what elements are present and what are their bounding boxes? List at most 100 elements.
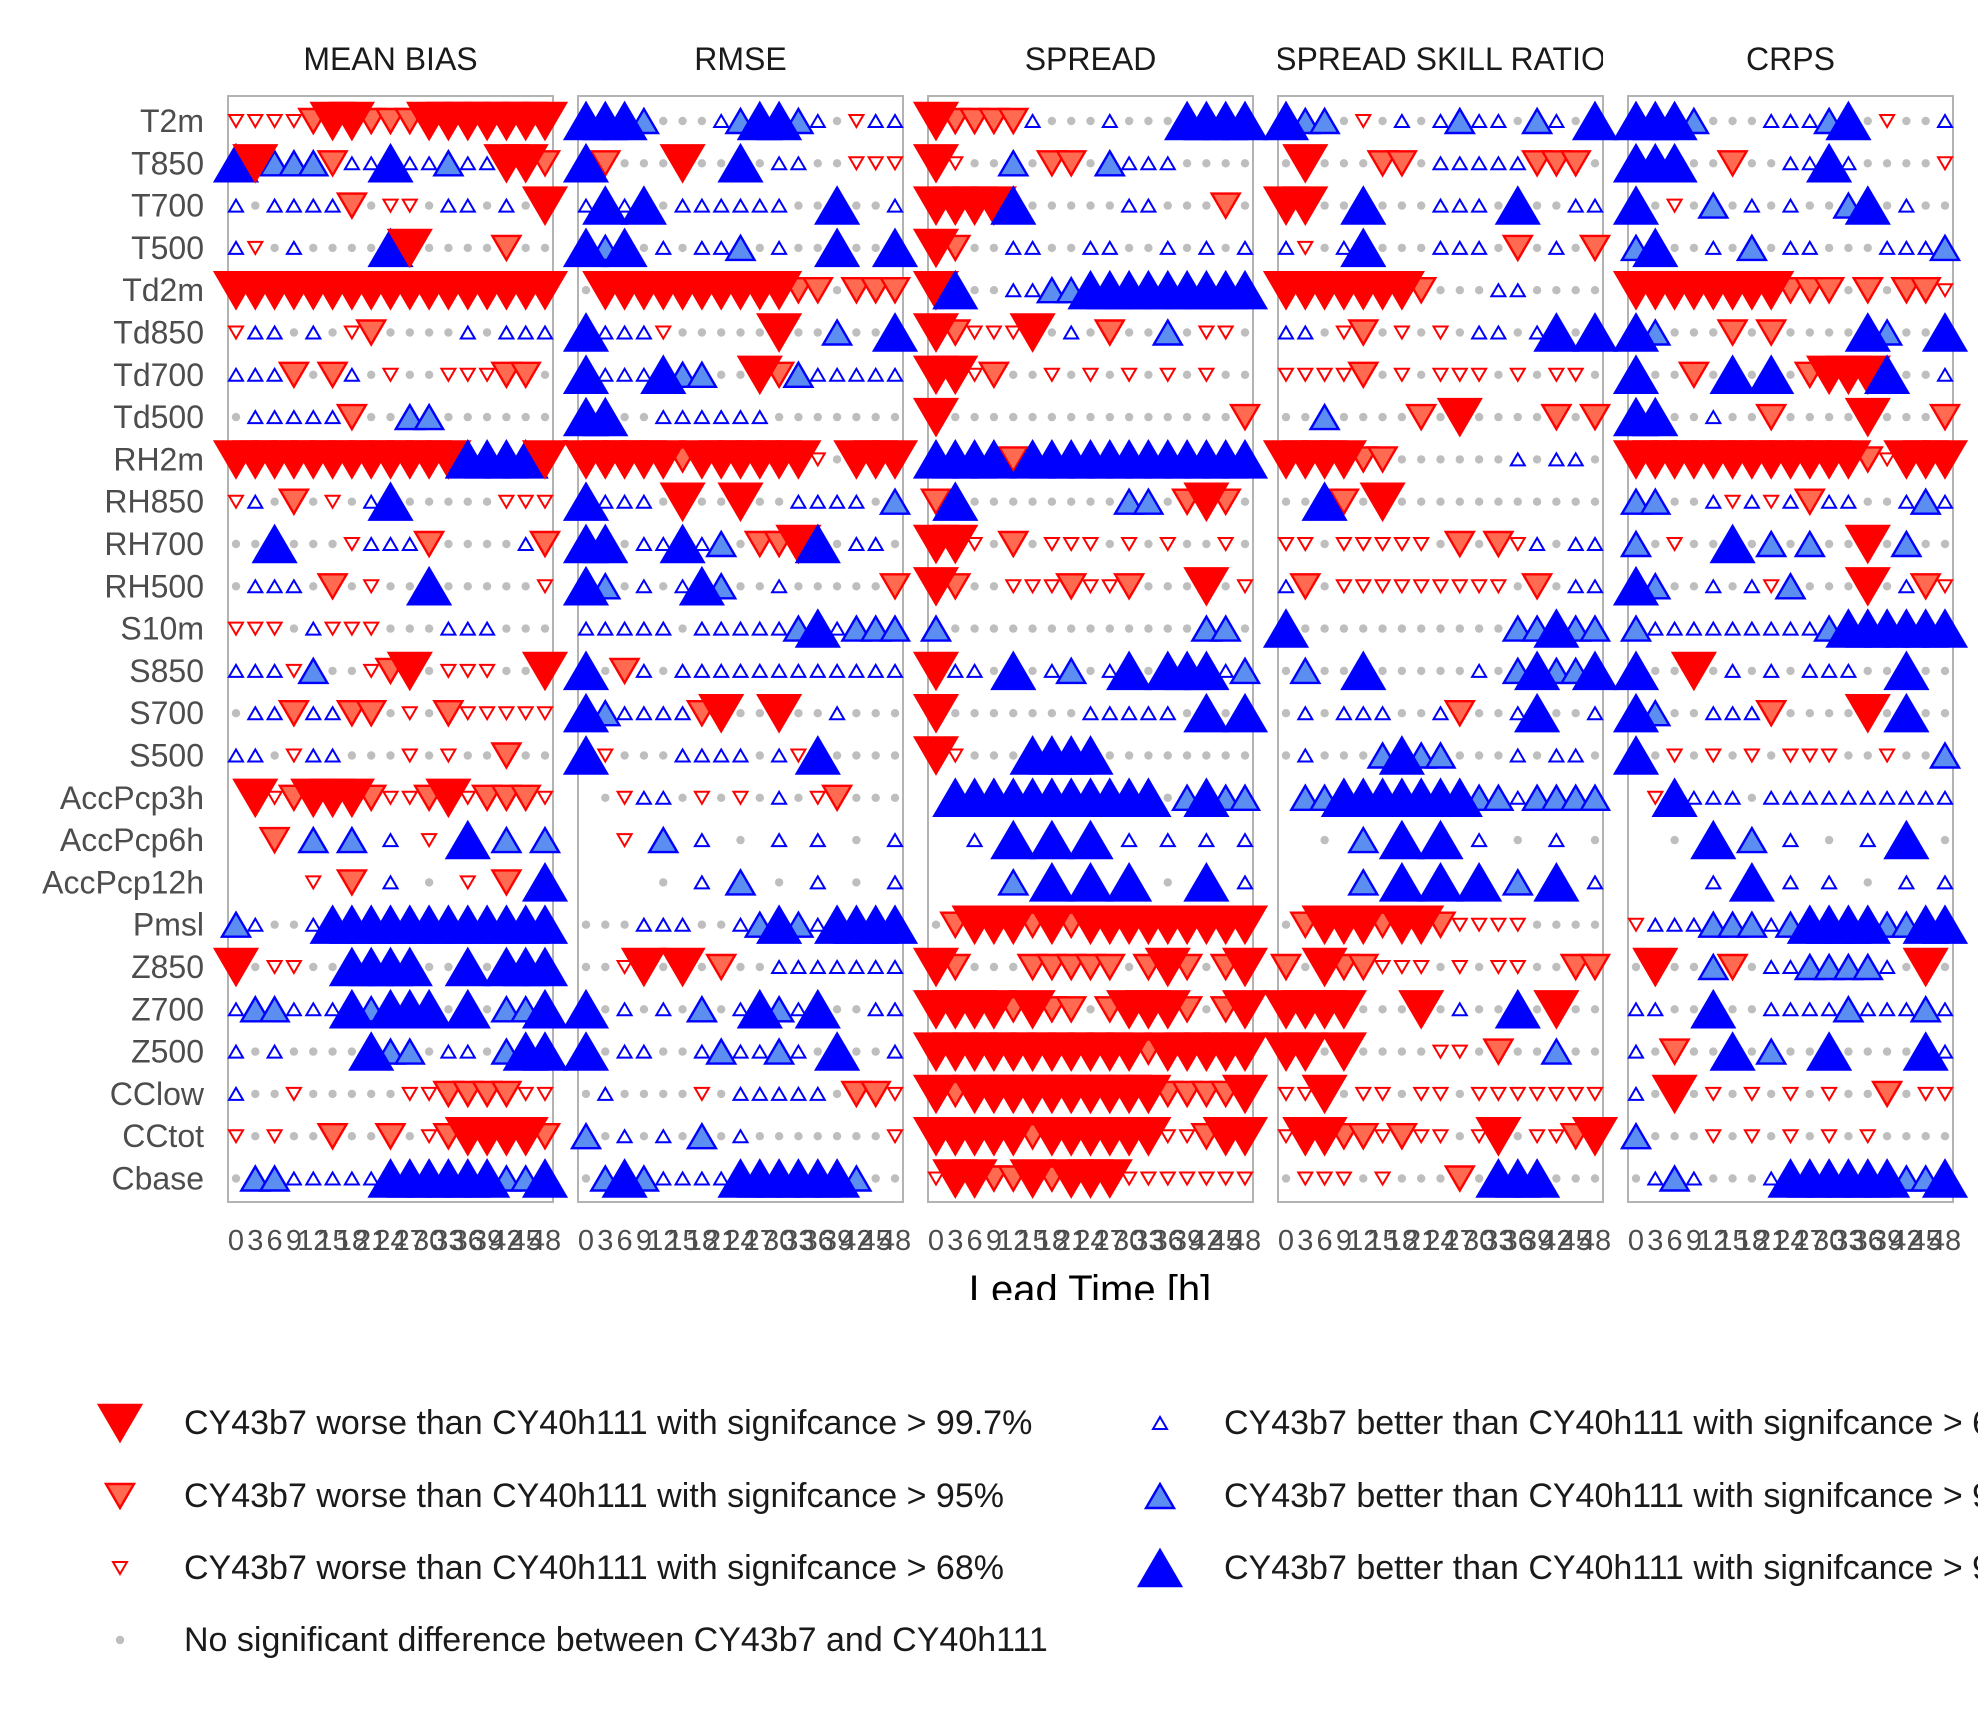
significance-marker — [1004, 325, 1023, 341]
significance-marker — [659, 666, 668, 676]
significance-marker — [736, 370, 745, 379]
significance-marker — [1871, 1080, 1904, 1109]
significance-marker — [424, 201, 434, 210]
significance-marker — [912, 1074, 960, 1115]
significance-marker — [970, 751, 979, 760]
significance-marker — [1728, 116, 1737, 126]
significance-marker — [1397, 1047, 1407, 1056]
significance-marker — [852, 751, 861, 760]
x-tick-label: 9 — [286, 1225, 302, 1257]
x-tick-label: 0 — [228, 1225, 244, 1257]
significance-marker — [1182, 412, 1192, 422]
significance-marker — [1781, 1086, 1800, 1102]
significance-marker — [731, 1001, 750, 1017]
significance-marker — [323, 621, 342, 637]
panel-title: CRPS — [1746, 41, 1835, 77]
significance-marker — [886, 662, 904, 678]
significance-marker — [989, 709, 999, 718]
significance-marker — [775, 440, 822, 480]
significance-marker — [1028, 159, 1037, 168]
significance-marker — [1863, 116, 1872, 126]
significance-marker — [1805, 709, 1815, 718]
significance-marker — [482, 582, 492, 591]
significance-marker — [335, 869, 368, 897]
significance-marker — [1864, 354, 1911, 394]
variable-label: T2m — [140, 103, 204, 139]
significance-marker — [1571, 1047, 1580, 1056]
significance-marker — [1801, 239, 1819, 255]
significance-marker — [581, 286, 591, 295]
significance-marker — [1221, 709, 1230, 718]
significance-marker — [813, 709, 822, 718]
significance-marker — [536, 324, 554, 340]
significance-marker — [1747, 539, 1757, 549]
significance-marker — [1393, 579, 1411, 595]
significance-marker — [1228, 656, 1262, 685]
significance-marker — [386, 946, 433, 987]
x-tick-label: 3 — [947, 1225, 963, 1257]
significance-marker — [1159, 1171, 1177, 1187]
significance-marker — [1878, 1001, 1896, 1017]
significance-marker — [1590, 1047, 1600, 1056]
significance-marker — [521, 201, 530, 210]
significance-marker — [366, 1132, 376, 1141]
significance-marker — [304, 1170, 323, 1186]
significance-marker — [366, 243, 376, 253]
significance-marker — [1571, 116, 1580, 126]
significance-marker — [712, 409, 730, 425]
significance-marker — [997, 446, 1030, 474]
significance-marker — [1221, 100, 1269, 141]
significance-marker — [886, 959, 904, 974]
significance-marker — [1762, 620, 1780, 636]
significance-marker — [1221, 990, 1269, 1030]
significance-marker — [1340, 905, 1387, 946]
significance-marker — [1689, 328, 1699, 337]
significance-marker — [1043, 579, 1061, 595]
significance-marker — [424, 328, 434, 337]
significance-marker — [581, 1174, 591, 1183]
significance-marker — [654, 409, 673, 425]
significance-marker — [1216, 662, 1235, 678]
significance-marker — [1296, 747, 1315, 763]
significance-marker — [1163, 582, 1172, 591]
significance-marker — [1728, 1174, 1737, 1183]
significance-marker — [323, 197, 342, 213]
significance-marker — [1470, 1129, 1488, 1145]
significance-marker — [1921, 312, 1969, 352]
significance-marker — [1844, 751, 1853, 760]
significance-marker — [1902, 159, 1911, 168]
significance-marker — [871, 793, 880, 802]
significance-marker — [608, 657, 641, 686]
significance-marker — [1762, 959, 1780, 974]
significance-marker — [1690, 988, 1737, 1029]
significance-marker — [852, 1047, 861, 1056]
significance-marker — [756, 100, 803, 141]
significance-marker — [755, 582, 765, 591]
significance-marker — [1723, 705, 1742, 721]
significance-marker — [1805, 582, 1815, 591]
x-tick-label: 6 — [1667, 1225, 1683, 1257]
significance-marker — [1824, 582, 1834, 591]
significance-marker — [297, 148, 330, 177]
significance-marker — [1373, 537, 1392, 552]
significance-marker — [813, 1047, 822, 1056]
significance-marker — [659, 482, 706, 523]
significance-marker — [1028, 666, 1037, 676]
significance-marker — [1689, 962, 1699, 972]
significance-marker — [1301, 947, 1348, 988]
significance-marker — [1839, 662, 1858, 678]
significance-marker — [1474, 751, 1484, 760]
significance-marker — [536, 1086, 554, 1102]
significance-marker — [989, 539, 999, 549]
significance-marker — [1627, 1085, 1645, 1101]
significance-marker — [736, 835, 745, 845]
significance-marker — [1940, 1132, 1950, 1141]
significance-marker — [871, 243, 880, 253]
significance-marker — [1552, 709, 1561, 718]
significance-marker — [1296, 240, 1315, 256]
significance-marker — [731, 197, 750, 213]
significance-marker — [540, 412, 550, 422]
significance-marker — [1004, 239, 1023, 255]
significance-marker — [1139, 705, 1158, 721]
significance-marker — [1182, 582, 1192, 591]
